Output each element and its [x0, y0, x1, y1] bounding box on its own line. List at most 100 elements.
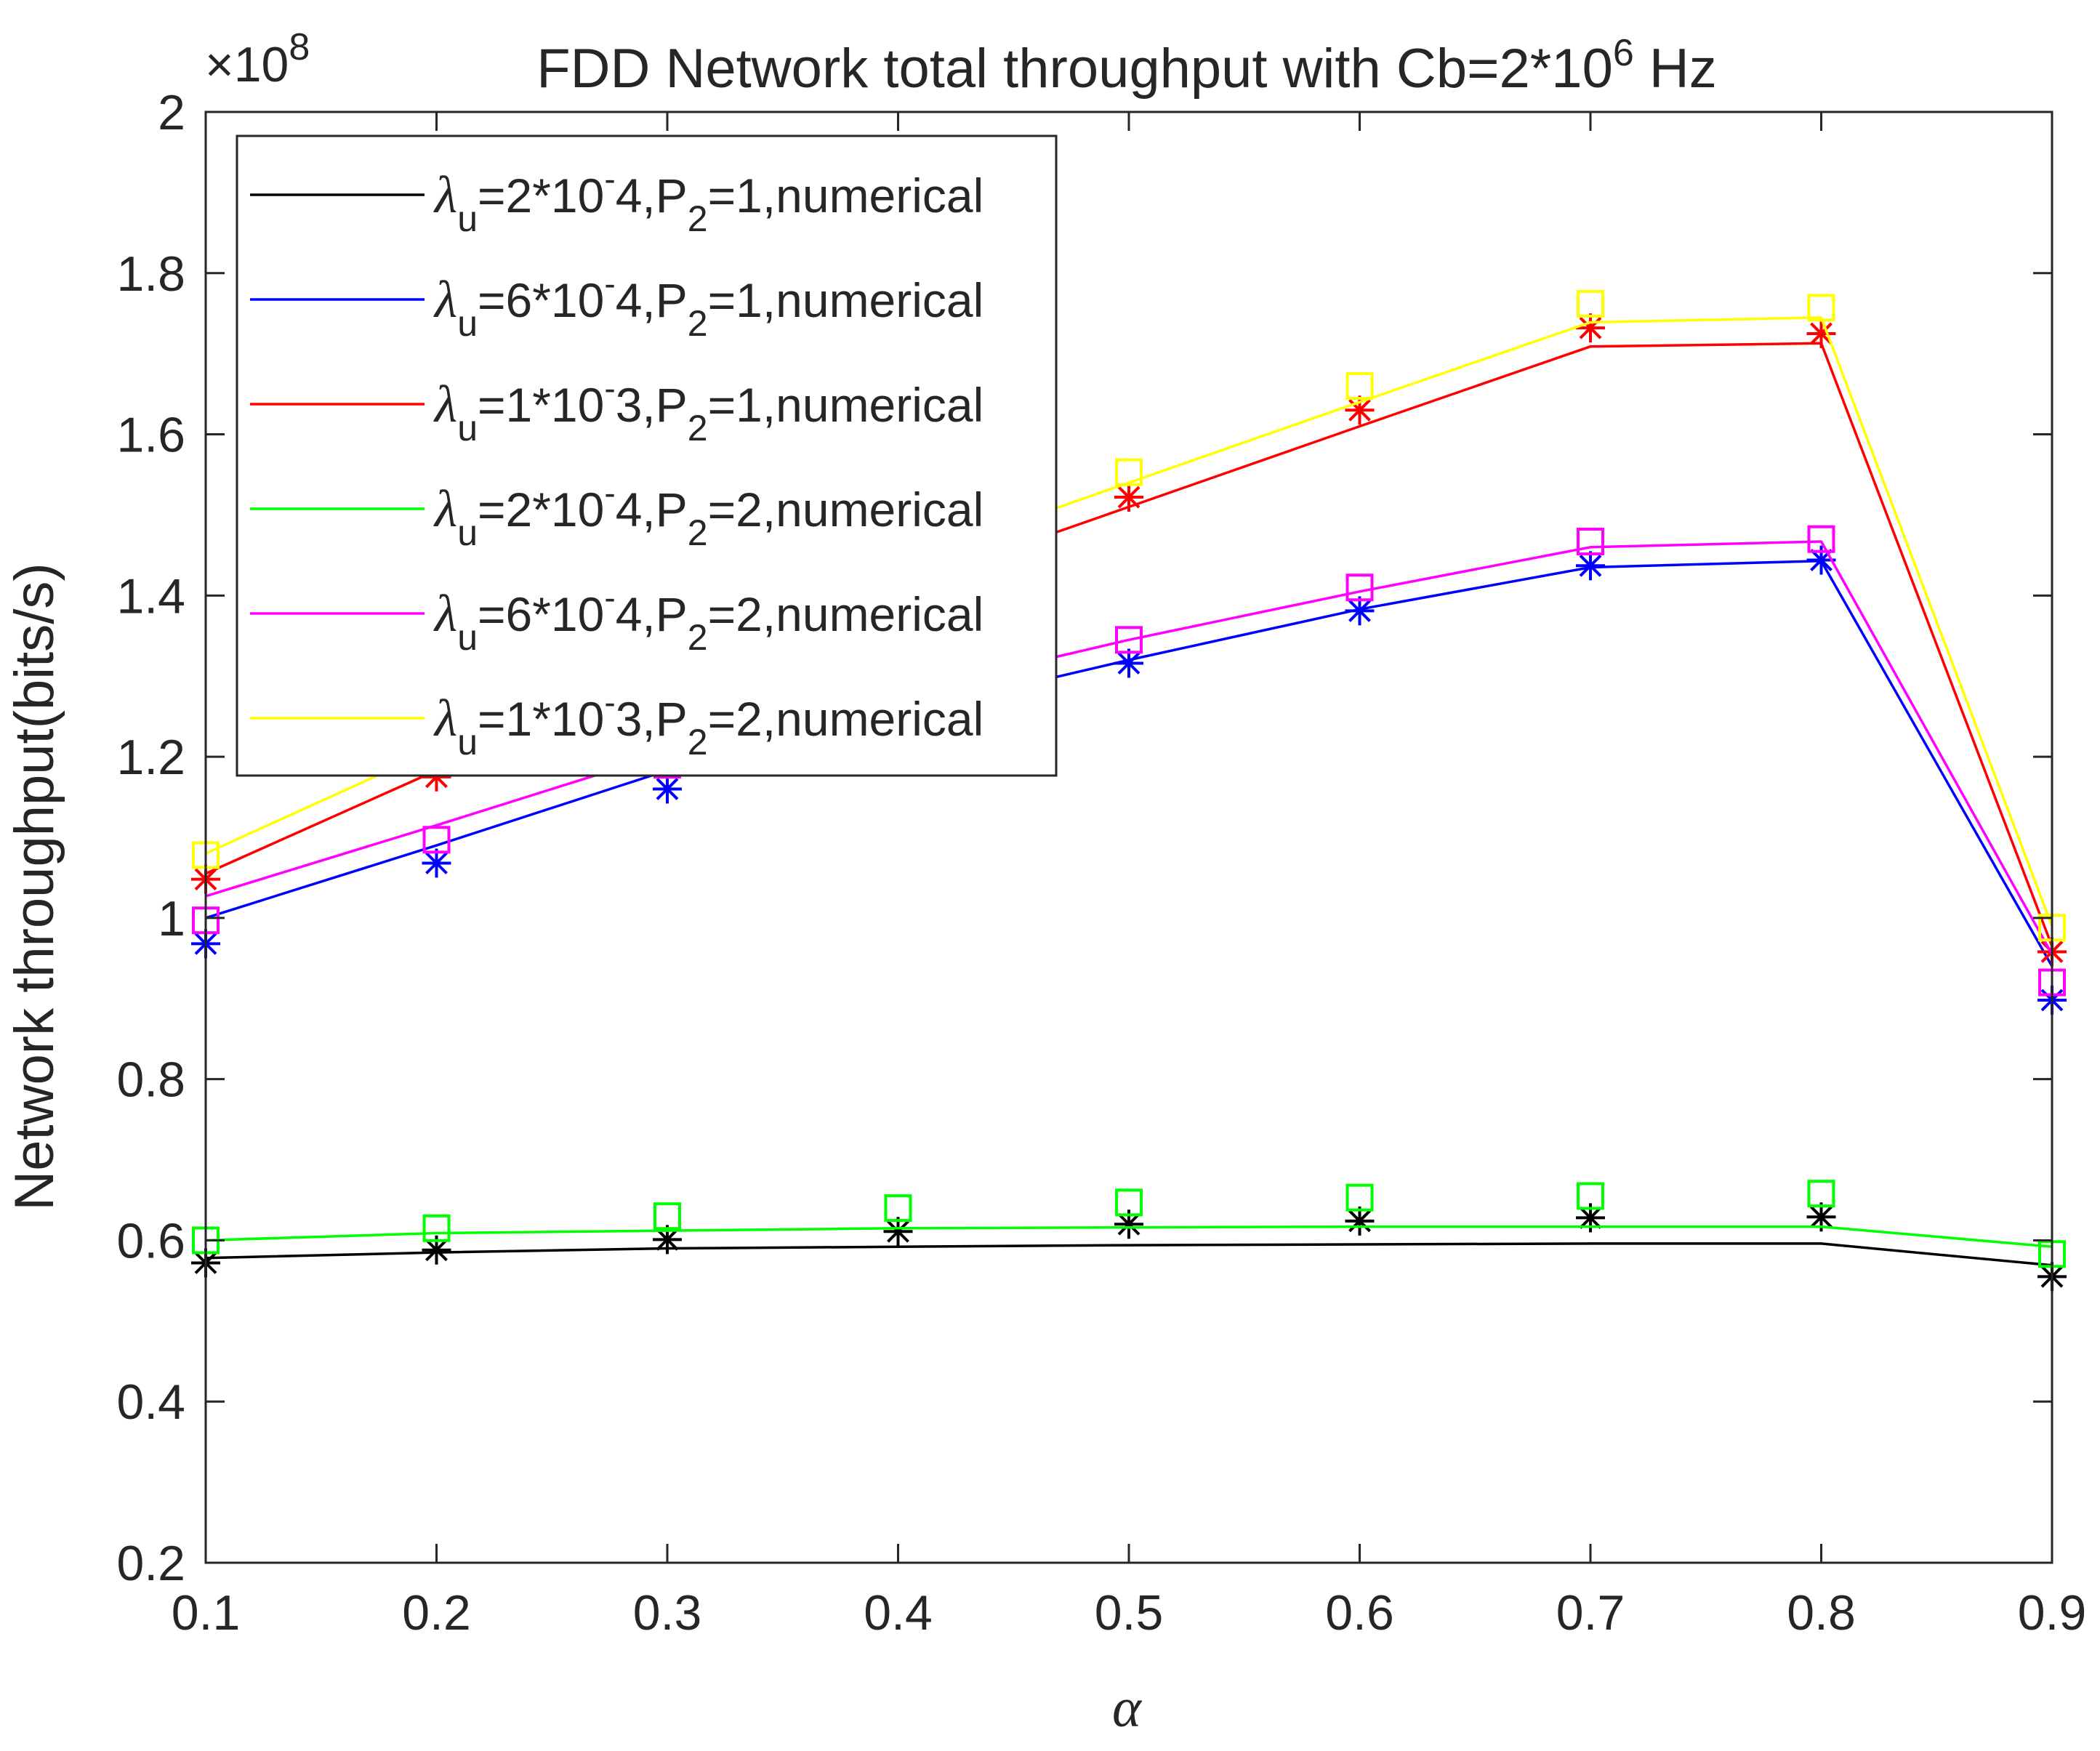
data-point-square — [653, 1202, 681, 1231]
data-point-square — [1115, 626, 1143, 654]
data-point-square — [1345, 372, 1374, 400]
star-stroke — [1117, 486, 1140, 509]
series-line — [205, 540, 2053, 955]
legend-label: λu=2*10-4,P2=1,numerical — [433, 160, 983, 239]
legend-text-part: ,P — [642, 378, 687, 432]
legend-text-part: =2*10 — [478, 169, 604, 222]
x-tick-label: 0.4 — [864, 1585, 933, 1641]
series-5 — [192, 525, 2066, 997]
y-tick-label: 1.4 — [116, 568, 185, 624]
legend-sub: 2 — [688, 408, 708, 448]
data-point-square — [1807, 525, 1835, 553]
legend-sup: - — [604, 683, 615, 721]
tick-layer: 0.1 0.2 0.3 0.4 0.5 0.6 0.7 0.8 0.90.20.40.60.81… — [116, 85, 2086, 1641]
y-tick-label: 2 — [158, 85, 185, 140]
x-tick-label: 0.3 — [633, 1585, 702, 1641]
data-point-square — [884, 1194, 912, 1223]
y-exponent-label: ×108 — [205, 26, 310, 92]
x-tick-label: 0.6 — [1325, 1585, 1394, 1641]
legend-text-part: ,P — [642, 273, 687, 327]
legend-text-part: =1,numerical — [708, 378, 984, 432]
data-point-square — [422, 826, 451, 854]
series-line — [205, 1225, 2053, 1249]
legend-sub: u — [457, 617, 478, 658]
star-stroke — [1810, 322, 1833, 345]
legend-text-part: =1*10 — [478, 692, 604, 746]
legend-text-part: ,P — [642, 692, 687, 746]
legend-entry: λu=6*10-4,P2=2,numerical — [250, 579, 983, 658]
legend-sup: - — [604, 160, 615, 198]
legend-sub: u — [457, 303, 478, 344]
data-point-star — [1576, 551, 1605, 581]
legend-text-part: =6*10 — [478, 273, 604, 327]
legend-text-part: =6*10 — [478, 587, 604, 641]
chart-title: FDD Network total throughput with Cb=2*1… — [536, 32, 1717, 100]
legend-label: λu=2*10-4,P2=2,numerical — [433, 474, 983, 553]
star-stroke — [1117, 1212, 1140, 1236]
legend-sub: 2 — [688, 722, 708, 762]
star-stroke — [1348, 398, 1371, 422]
legend-text-part: =2,numerical — [708, 587, 984, 641]
legend-entry: λu=1*10-3,P2=2,numerical — [250, 683, 983, 762]
x-tick-label: 0.9 — [2018, 1585, 2087, 1641]
legend-entry: λu=6*10-4,P2=1,numerical — [250, 265, 983, 344]
data-point-square — [1345, 573, 1374, 602]
data-point-star — [1345, 395, 1375, 425]
data-point-square — [1807, 1180, 1835, 1208]
star-stroke — [1810, 1205, 1833, 1228]
legend-sup: - — [604, 579, 615, 616]
series-2 — [191, 545, 2067, 1015]
legend-sub: 2 — [688, 512, 708, 553]
y-axis-title: Network throughput(bits/s) — [4, 563, 65, 1210]
legend-text-part: 4 — [616, 169, 643, 222]
star-stroke — [425, 852, 448, 874]
legend-text-part: ,P — [642, 483, 687, 536]
series-1 — [191, 1202, 2067, 1292]
legend-label: λu=1*10-3,P2=1,numerical — [433, 369, 983, 448]
data-point-square — [1577, 1182, 1604, 1210]
y-tick-label: 1 — [158, 891, 185, 946]
legend-text-part: 3 — [616, 692, 643, 746]
legend-lambda: λ — [433, 270, 457, 329]
legend-text-part: =2,numerical — [708, 692, 984, 746]
star-stroke — [1579, 554, 1602, 577]
y-tick-label: 0.4 — [116, 1374, 185, 1430]
y-tick-label: 1.6 — [116, 408, 185, 463]
legend-sub: u — [457, 512, 478, 553]
y-tick-label: 0.8 — [116, 1052, 185, 1108]
legend-text-part: 4 — [616, 587, 643, 641]
star-stroke — [1117, 652, 1140, 675]
data-point-star — [422, 1235, 451, 1265]
data-point-star — [1806, 318, 1836, 348]
star-stroke — [1348, 599, 1371, 622]
legend-lambda: λ — [433, 584, 457, 643]
legend-text-part: =2,numerical — [708, 483, 984, 536]
y-tick-label: 0.2 — [116, 1536, 185, 1591]
legend-sup: - — [604, 369, 615, 407]
legend-text-part: =2*10 — [478, 483, 604, 536]
data-point-square — [1115, 1188, 1143, 1217]
legend-sub: u — [457, 408, 478, 448]
legend-text-part: 3 — [616, 378, 643, 432]
legend-lambda: λ — [433, 375, 457, 433]
star-stroke — [1579, 1206, 1602, 1229]
legend-text-part: =1,numerical — [708, 169, 984, 222]
legend-sup: - — [604, 474, 615, 512]
star-stroke — [656, 1228, 679, 1251]
legend-text-part: =1,numerical — [708, 273, 984, 327]
legend-text-part: 4 — [616, 273, 643, 327]
data-point-square — [422, 1214, 451, 1242]
legend-box — [236, 134, 1058, 777]
star-stroke — [425, 1239, 448, 1262]
legend-sub: 2 — [688, 617, 708, 658]
y-tick-label: 0.6 — [116, 1213, 185, 1268]
y-tick-label: 1.2 — [116, 730, 185, 785]
legend-sub: u — [457, 722, 478, 762]
legend-label: λu=6*10-4,P2=1,numerical — [433, 265, 983, 344]
legend-sub: 2 — [688, 303, 708, 344]
legend-entry: λu=1*10-3,P2=1,numerical — [250, 369, 983, 448]
data-point-star — [1114, 483, 1143, 512]
legend-text-part: 4 — [616, 483, 643, 536]
x-tick-label: 0.8 — [1787, 1585, 1856, 1641]
data-point-square — [1577, 289, 1604, 318]
